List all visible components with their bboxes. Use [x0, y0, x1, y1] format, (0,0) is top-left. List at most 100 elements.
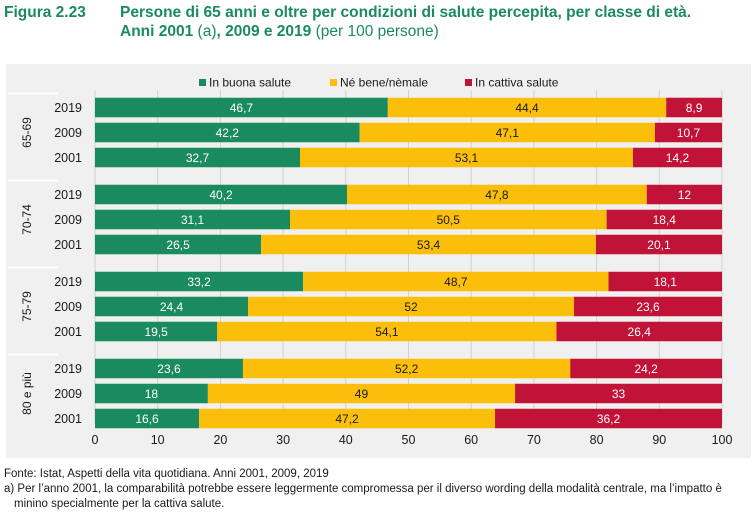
bar-segment [95, 408, 200, 429]
bar-segment [207, 383, 516, 404]
data-label: 33 [612, 387, 626, 401]
bar-segment [347, 184, 647, 205]
data-label: 23,6 [636, 300, 660, 314]
bar-segment [359, 122, 655, 143]
data-label: 31,1 [181, 213, 205, 227]
x-tick-label: 100 [712, 433, 733, 447]
bar-segment [595, 234, 722, 255]
footnote: a) Per l’anno 2001, la comparabilità pot… [4, 483, 722, 510]
title-note-ref: (a) [197, 23, 217, 40]
figure-label: Figura 2.23 [4, 4, 86, 21]
bar-segment [303, 271, 609, 292]
legend-swatch [199, 79, 206, 86]
bar-segment [646, 184, 722, 205]
bar-segment [217, 321, 557, 342]
data-label: 44,4 [515, 101, 539, 115]
title-text: Persone di 65 anni e oltre per condizion… [120, 3, 750, 41]
data-label: 53,4 [417, 238, 441, 252]
title-years-b: , 2009 e 2019 [216, 23, 316, 40]
data-label: 32,7 [186, 151, 210, 165]
data-label: 47,2 [335, 412, 359, 426]
x-tick-label: 30 [276, 433, 290, 447]
data-label: 46,7 [230, 101, 254, 115]
data-label: 26,4 [628, 325, 652, 339]
legend-swatch [465, 79, 472, 86]
year-label: 2009 [54, 387, 82, 401]
bar-segment [632, 147, 722, 168]
year-label: 2009 [54, 300, 82, 314]
data-label: 24,2 [634, 362, 658, 376]
bar-segment [95, 147, 301, 168]
bar-segment [95, 358, 243, 379]
data-label: 26,5 [166, 238, 190, 252]
bar-segment [95, 383, 208, 404]
data-label: 49 [355, 387, 369, 401]
bar-segment [95, 209, 290, 230]
data-label: 19,5 [144, 325, 168, 339]
bar-segment [95, 234, 262, 255]
data-label: 16,6 [135, 412, 159, 426]
legend-label: In cattiva salute [475, 76, 559, 90]
bar-segment [666, 97, 722, 118]
data-label: 18,4 [653, 213, 677, 227]
data-label: 52 [404, 300, 418, 314]
year-label: 2019 [54, 362, 82, 376]
data-label: 8,9 [686, 101, 703, 115]
bar-segment [387, 97, 667, 118]
bar-segment [261, 234, 596, 255]
notes: Fonte: Istat, Aspetti della vita quotidi… [4, 467, 752, 512]
bar-segment [242, 358, 571, 379]
data-label: 36,2 [597, 412, 621, 426]
data-label: 10,7 [677, 126, 701, 140]
x-tick-label: 80 [590, 433, 604, 447]
x-tick-label: 0 [92, 433, 99, 447]
bar-segment [300, 147, 633, 168]
bar-segment [95, 184, 348, 205]
data-label: 18,1 [654, 275, 678, 289]
year-label: 2019 [54, 101, 82, 115]
group-label: 70-74 [20, 204, 34, 235]
x-tick-label: 10 [151, 433, 165, 447]
data-label: 33,2 [187, 275, 211, 289]
data-label: 18 [145, 387, 159, 401]
bar-segment [199, 408, 496, 429]
bar-segment [570, 358, 722, 379]
data-label: 14,2 [666, 151, 690, 165]
year-label: 2001 [54, 151, 82, 165]
group-label: 80 e più [20, 372, 34, 415]
legend-label: In buona salute [209, 76, 291, 90]
bar-segment [95, 97, 388, 118]
bar-segment [289, 209, 607, 230]
year-label: 2001 [54, 325, 82, 339]
bar-segment [247, 296, 575, 317]
x-tick-label: 60 [464, 433, 478, 447]
data-label: 50,5 [437, 213, 461, 227]
year-label: 2001 [54, 412, 82, 426]
year-label: 2001 [54, 238, 82, 252]
data-label: 12 [678, 188, 692, 202]
title-years-a: Anni 2001 [120, 23, 198, 40]
year-label: 2009 [54, 213, 82, 227]
data-label: 53,1 [455, 151, 479, 165]
bar-segment [95, 122, 360, 143]
data-label: 23,6 [157, 362, 181, 376]
bar-segment [608, 271, 722, 292]
bar-segment [95, 296, 248, 317]
x-tick-label: 70 [527, 433, 541, 447]
x-tick-label: 90 [652, 433, 666, 447]
bar-segment [654, 122, 722, 143]
data-label: 47,8 [485, 188, 509, 202]
stacked-bar-chart: In buona salute Né bene/nèmale In cattiva … [8, 76, 733, 447]
title-unit: (per 100 persone) [315, 23, 439, 40]
data-label: 47,1 [496, 126, 520, 140]
group-label: 65-69 [20, 117, 34, 148]
bar-segment [556, 321, 722, 342]
data-label: 20,1 [647, 238, 671, 252]
x-tick-label: 40 [339, 433, 353, 447]
legend-label: Né bene/nèmale [340, 76, 428, 90]
legend-swatch [330, 79, 337, 86]
source-note: Fonte: Istat, Aspetti della vita quotidi… [4, 468, 329, 480]
data-label: 42,2 [216, 126, 240, 140]
bar-segment [495, 408, 722, 429]
data-label: 52,2 [395, 362, 419, 376]
